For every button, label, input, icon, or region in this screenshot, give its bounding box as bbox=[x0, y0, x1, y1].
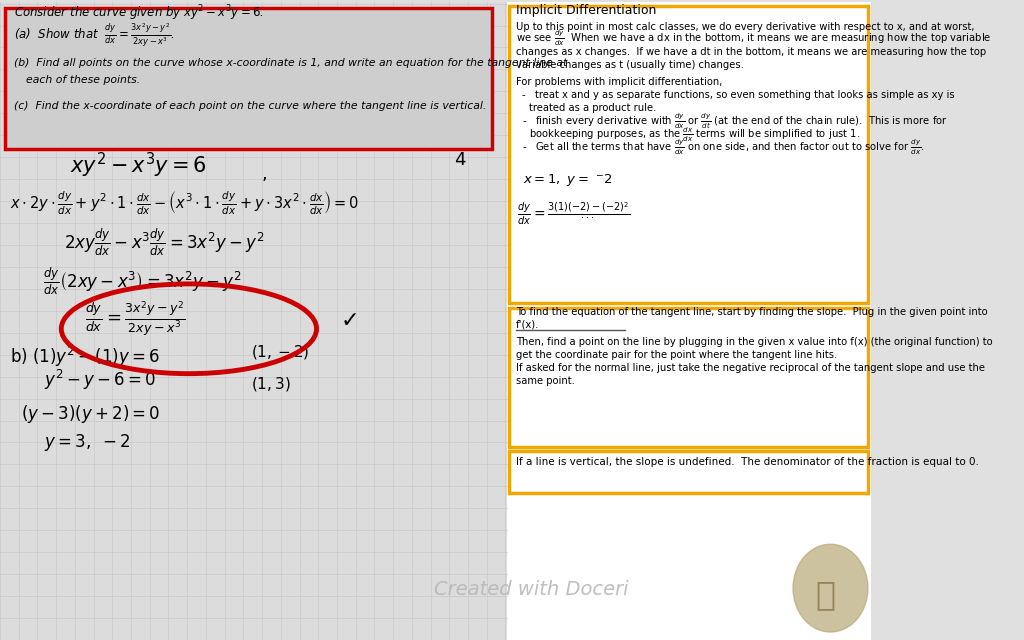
Text: $y = 3,\ -2$: $y = 3,\ -2$ bbox=[44, 433, 131, 454]
FancyBboxPatch shape bbox=[509, 308, 868, 447]
Text: treated as a product rule.: treated as a product rule. bbox=[529, 103, 656, 113]
Text: Implicit Differentiation: Implicit Differentiation bbox=[516, 4, 656, 17]
Text: $(y-3)(y+2) = 0$: $(y-3)(y+2) = 0$ bbox=[22, 403, 161, 424]
Circle shape bbox=[793, 544, 868, 632]
Text: variable changes as t (usually time) changes.: variable changes as t (usually time) cha… bbox=[516, 60, 743, 70]
Text: get the coordinate pair for the point where the tangent line hits.: get the coordinate pair for the point wh… bbox=[516, 349, 837, 360]
Text: -   treat x and y as separate functions, so even something that looks as simple : - treat x and y as separate functions, s… bbox=[522, 90, 955, 100]
Text: f'(x).: f'(x). bbox=[516, 320, 539, 330]
Text: $\frac{dy}{dx} = \frac{3x^2y - y^2}{2xy - x^3}$: $\frac{dy}{dx} = \frac{3x^2y - y^2}{2xy … bbox=[85, 300, 185, 339]
Text: b) $(1)y^2 - (1)y = 6$: b) $(1)y^2 - (1)y = 6$ bbox=[10, 344, 161, 369]
Text: (a)  Show that  $\frac{dy}{dx} = \frac{3x^2y - y^2}{2xy - x^3}$.: (a) Show that $\frac{dy}{dx} = \frac{3x^… bbox=[13, 21, 174, 49]
Text: Created with Doceri: Created with Doceri bbox=[434, 580, 629, 599]
Text: $(1, -2)$: $(1, -2)$ bbox=[251, 343, 309, 361]
Text: $(1, 3)$: $(1, 3)$ bbox=[251, 375, 291, 393]
FancyBboxPatch shape bbox=[0, 1, 507, 640]
Text: If asked for the normal line, just take the negative reciprocal of the tangent s: If asked for the normal line, just take … bbox=[516, 363, 985, 372]
FancyBboxPatch shape bbox=[5, 8, 492, 149]
Text: Consider the curve given by $xy^2 - x^3y = 6$.: Consider the curve given by $xy^2 - x^3y… bbox=[13, 4, 263, 23]
Text: $x=1,\ y=\ ^{-}2$: $x=1,\ y=\ ^{-}2$ bbox=[523, 172, 613, 188]
Text: changes as x changes.  If we have a dt in the bottom, it means we are measuring : changes as x changes. If we have a dt in… bbox=[516, 47, 986, 58]
Text: $4$: $4$ bbox=[454, 151, 466, 169]
Text: bookkeeping purposes, as the $\frac{dx}{dx}$ terms will be simplified to just 1.: bookkeeping purposes, as the $\frac{dx}{… bbox=[529, 126, 860, 144]
Text: $y^2 - y - 6 = 0$: $y^2 - y - 6 = 0$ bbox=[44, 367, 157, 392]
Text: Then, find a point on the line by plugging in the given x value into f(x) (the o: Then, find a point on the line by pluggi… bbox=[516, 337, 992, 347]
Text: we see $\frac{dy}{dx}$  When we have a dx in the bottom, it means we are measuri: we see $\frac{dy}{dx}$ When we have a dx… bbox=[516, 29, 991, 49]
Text: 👍: 👍 bbox=[815, 578, 836, 611]
Text: If a line is vertical, the slope is undefined.  The denominator of the fraction : If a line is vertical, the slope is unde… bbox=[516, 458, 979, 467]
Text: To find the equation of the tangent line, start by finding the slope.  Plug in t: To find the equation of the tangent line… bbox=[516, 307, 987, 317]
Text: -   finish every derivative with $\frac{dy}{dx}$ or $\frac{dy}{dt}$ (at the end : - finish every derivative with $\frac{dy… bbox=[522, 111, 948, 131]
FancyBboxPatch shape bbox=[509, 6, 868, 303]
Text: $xy^2 - x^3y = 6$: $xy^2 - x^3y = 6$ bbox=[70, 151, 207, 180]
Text: $x \cdot 2y \cdot \frac{dy}{dx} + y^2 \cdot 1 \cdot \frac{dx}{dx} - \left(x^3 \c: $x \cdot 2y \cdot \frac{dy}{dx} + y^2 \c… bbox=[10, 190, 359, 218]
FancyBboxPatch shape bbox=[507, 1, 871, 640]
Text: same point.: same point. bbox=[516, 376, 574, 386]
Text: $2xy\frac{dy}{dx} - x^3\frac{dy}{dx} = 3x^2y - y^2$: $2xy\frac{dy}{dx} - x^3\frac{dy}{dx} = 3… bbox=[63, 227, 264, 259]
Text: each of these points.: each of these points. bbox=[26, 76, 140, 85]
Text: (c)  Find the x-coordinate of each point on the curve where the tangent line is : (c) Find the x-coordinate of each point … bbox=[13, 101, 486, 111]
Text: $\frac{dy}{dx}\left(2xy - x^3\right) = 3x^2y - y^2$: $\frac{dy}{dx}\left(2xy - x^3\right) = 3… bbox=[43, 266, 241, 298]
Text: $\frac{dy}{dx} = \frac{3(1)(-2) - (-2)^2}{...}$: $\frac{dy}{dx} = \frac{3(1)(-2) - (-2)^2… bbox=[517, 200, 631, 227]
Text: $\checkmark$: $\checkmark$ bbox=[340, 308, 357, 329]
Text: ,: , bbox=[262, 165, 268, 183]
Text: For problems with implicit differentiation,: For problems with implicit differentiati… bbox=[516, 77, 722, 88]
FancyBboxPatch shape bbox=[509, 451, 868, 493]
Text: -   Get all the terms that have $\frac{dy}{dx}$ on one side, and then factor out: - Get all the terms that have $\frac{dy}… bbox=[522, 138, 926, 157]
Text: (b)  Find all points on the curve whose x-coordinate is 1, and write an equation: (b) Find all points on the curve whose x… bbox=[13, 58, 567, 68]
Text: Up to this point in most calc classes, we do every derivative with respect to x,: Up to this point in most calc classes, w… bbox=[516, 22, 974, 31]
